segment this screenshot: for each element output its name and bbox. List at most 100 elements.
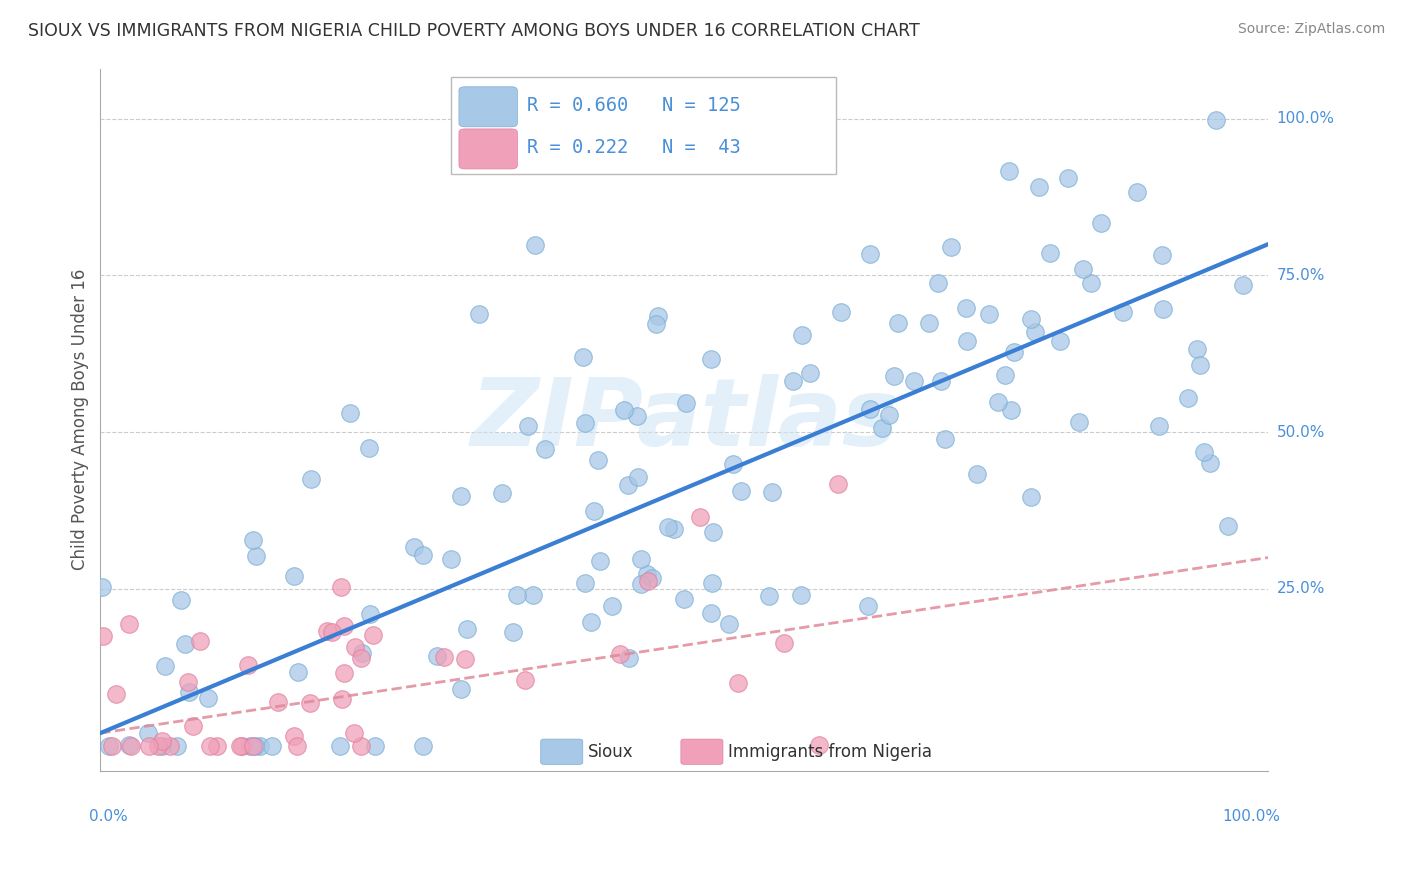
Point [790, 588, 813, 602]
Point [359, 441, 381, 455]
Point [146, 739, 169, 753]
Point [522, 588, 544, 602]
Text: R = 0.660   N = 125: R = 0.660 N = 125 [527, 96, 741, 115]
Text: R = 0.222   N =  43: R = 0.222 N = 43 [527, 138, 741, 157]
Point [1049, 334, 1071, 348]
Point [412, 739, 434, 753]
Point [91, 580, 114, 594]
Point [939, 239, 962, 253]
Point [727, 675, 749, 690]
Point [790, 327, 813, 342]
Point [799, 366, 821, 380]
Text: 50.0%: 50.0% [1277, 425, 1324, 440]
Point [231, 739, 253, 753]
Point [426, 649, 449, 664]
Point [721, 457, 744, 471]
Point [1028, 180, 1050, 194]
Point [1199, 457, 1222, 471]
FancyBboxPatch shape [458, 129, 517, 169]
Point [966, 467, 988, 482]
Point [977, 307, 1000, 321]
Point [1019, 311, 1042, 326]
Point [859, 247, 882, 261]
Point [1152, 248, 1174, 262]
Point [1232, 277, 1254, 292]
Point [934, 432, 956, 446]
Point [402, 540, 425, 554]
Point [619, 650, 641, 665]
Point [502, 624, 524, 639]
Point [675, 395, 697, 409]
Point [104, 687, 127, 701]
Point [589, 554, 612, 568]
Point [1192, 444, 1215, 458]
Point [998, 164, 1021, 178]
Point [243, 739, 266, 753]
Point [315, 624, 337, 638]
Point [987, 395, 1010, 409]
Point [166, 739, 188, 753]
Point [262, 739, 284, 753]
Point [887, 316, 910, 330]
Point [574, 416, 596, 430]
Point [1039, 245, 1062, 260]
Point [702, 524, 724, 539]
Point [450, 489, 472, 503]
Point [239, 739, 262, 753]
Point [198, 739, 221, 753]
Point [758, 589, 780, 603]
Point [352, 646, 374, 660]
Point [645, 317, 668, 331]
Point [673, 592, 696, 607]
Point [330, 692, 353, 706]
Point [245, 549, 267, 563]
Point [1002, 345, 1025, 359]
Text: 75.0%: 75.0% [1277, 268, 1324, 283]
Point [956, 334, 979, 349]
Point [364, 739, 387, 753]
Point [718, 617, 741, 632]
Point [647, 309, 669, 323]
Point [830, 305, 852, 319]
Point [1019, 490, 1042, 504]
Point [929, 374, 952, 388]
Point [808, 738, 831, 752]
Point [782, 374, 804, 388]
Point [870, 421, 893, 435]
Point [883, 369, 905, 384]
Text: 100.0%: 100.0% [1222, 809, 1279, 824]
Point [332, 619, 354, 633]
Point [118, 617, 141, 632]
Point [955, 301, 977, 315]
Point [636, 566, 658, 581]
Point [994, 368, 1017, 383]
Point [761, 484, 783, 499]
Point [283, 729, 305, 743]
Point [329, 580, 352, 594]
Point [1024, 325, 1046, 339]
Point [637, 574, 659, 588]
Point [1216, 518, 1239, 533]
Point [343, 726, 366, 740]
Point [242, 533, 264, 548]
Point [927, 276, 949, 290]
Point [298, 696, 321, 710]
Point [730, 484, 752, 499]
Point [433, 649, 456, 664]
Point [242, 739, 264, 753]
Point [173, 637, 195, 651]
Point [630, 552, 652, 566]
Point [700, 575, 723, 590]
Point [1000, 403, 1022, 417]
Point [491, 486, 513, 500]
Point [1057, 170, 1080, 185]
Point [181, 719, 204, 733]
Point [877, 408, 900, 422]
Point [534, 442, 557, 457]
Point [100, 739, 122, 753]
Point [120, 739, 142, 753]
Point [440, 552, 463, 566]
Point [602, 599, 624, 614]
Point [333, 666, 356, 681]
Point [152, 739, 174, 753]
